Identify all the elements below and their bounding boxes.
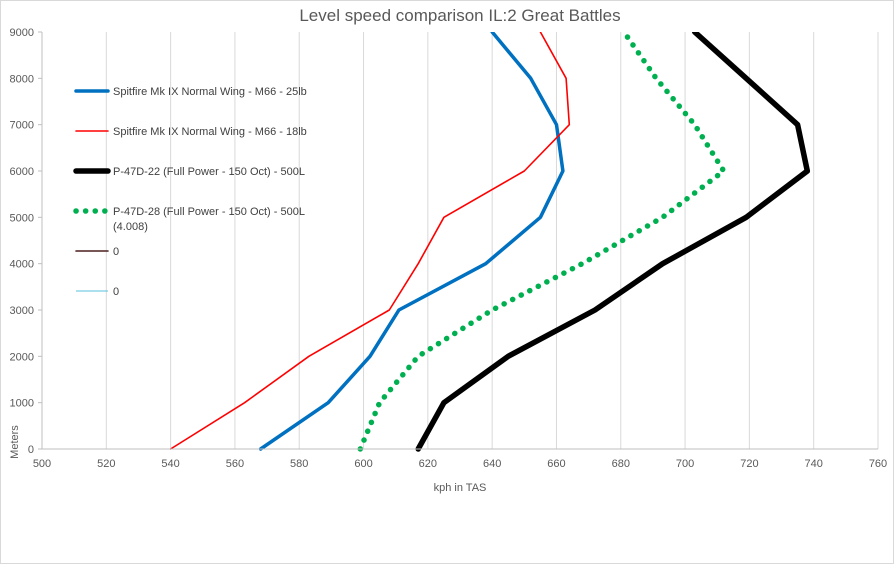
series-line-1 xyxy=(169,32,571,450)
x-tick-label: 540 xyxy=(161,458,179,470)
x-tick-label: 600 xyxy=(354,458,372,470)
y-tick-label: 1000 xyxy=(10,398,34,410)
x-tick-label: 680 xyxy=(612,458,630,470)
y-tick-label: 9000 xyxy=(10,27,34,39)
x-tick-label: 660 xyxy=(547,458,565,470)
legend-label: 0 xyxy=(113,286,119,298)
axes: 500 520 540 560 580 600 620 640 660 680 700 720 740 7… xyxy=(10,27,888,470)
y-axis-title: Meters xyxy=(9,425,21,459)
y-tick-label: 3000 xyxy=(10,305,34,317)
y-tick-label: 4000 xyxy=(10,259,34,271)
series-line-0 xyxy=(258,32,565,451)
x-tick-label: 700 xyxy=(676,458,694,470)
legend-label: Spitfire Mk IX Normal Wing - M66 - 18lb xyxy=(113,126,307,138)
x-tick-label: 740 xyxy=(805,458,823,470)
x-axis-title: kph in TAS xyxy=(434,482,487,494)
x-tick-label: 520 xyxy=(97,458,115,470)
x-tick-label: 640 xyxy=(483,458,501,470)
legend: Spitfire Mk IX Normal Wing - M66 - 25lb S… xyxy=(73,86,307,298)
x-tick-label: 760 xyxy=(869,458,887,470)
legend-label: P-47D-28 (Full Power - 150 Oct) - 500L (4… xyxy=(113,206,305,233)
series-line-2 xyxy=(415,32,811,452)
x-tick-label: 560 xyxy=(226,458,244,470)
legend-label: P-47D-22 (Full Power - 150 Oct) - 500L xyxy=(113,166,305,178)
x-tick-label: 620 xyxy=(419,458,437,470)
y-tick-label: 2000 xyxy=(10,351,34,363)
x-tick-label: 720 xyxy=(740,458,758,470)
y-tick-label: 5000 xyxy=(10,212,34,224)
y-tick-label: 6000 xyxy=(10,166,34,178)
y-tick-label: 0 xyxy=(28,444,34,456)
x-tick-label: 580 xyxy=(290,458,308,470)
chart-title: Level speed comparison IL:2 Great Battle… xyxy=(299,6,620,25)
legend-label: Spitfire Mk IX Normal Wing - M66 - 25lb xyxy=(113,86,307,98)
y-tick-label: 8000 xyxy=(10,73,34,85)
series-line-3 xyxy=(357,32,727,452)
x-tick-label: 500 xyxy=(33,458,51,470)
legend-label: 0 xyxy=(113,246,119,258)
plot-series xyxy=(169,32,811,452)
y-tick-label: 7000 xyxy=(10,120,34,132)
